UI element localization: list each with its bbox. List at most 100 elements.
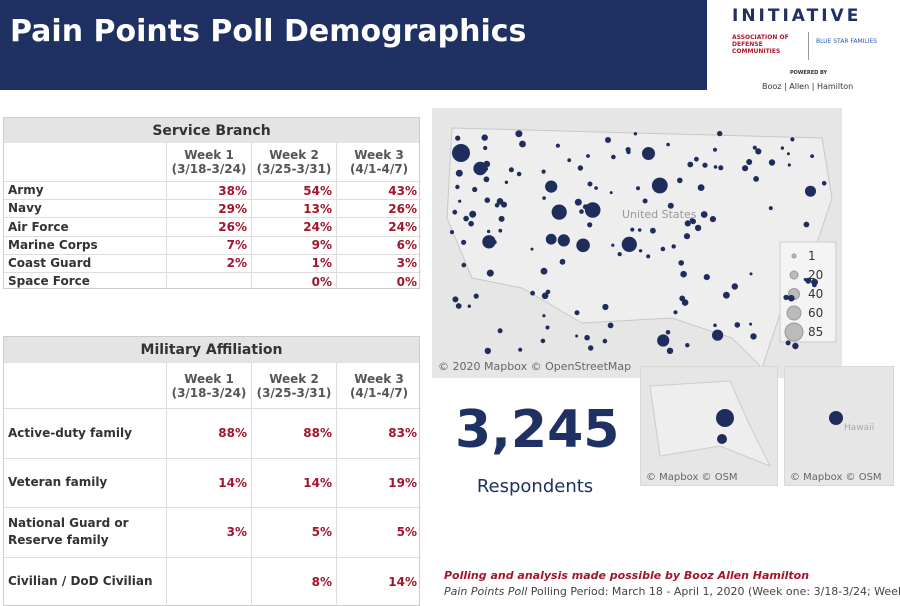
- location-dot: [579, 209, 584, 214]
- location-dot: [575, 310, 580, 315]
- value-cell: 13%: [251, 199, 336, 217]
- location-dot: [690, 218, 694, 222]
- logo-name: INITIATIVE: [732, 6, 861, 26]
- row-label: Civilian / DoD Civilian: [4, 557, 166, 606]
- location-dot: [556, 144, 560, 148]
- poll-name: Pain Points Poll: [444, 585, 527, 598]
- value-cell: 9%: [251, 236, 336, 254]
- table-title: Military Affiliation: [4, 337, 419, 363]
- row-label: Active-duty family: [4, 408, 166, 458]
- value-cell: 88%: [251, 408, 336, 458]
- location-dot: [541, 268, 548, 275]
- value-cell: 54%: [251, 181, 336, 199]
- location-dot: [755, 148, 761, 154]
- location-dot: [485, 348, 491, 354]
- location-dot: [455, 185, 459, 189]
- column-header: Week 3(4/1-4/7): [336, 143, 421, 181]
- location-dot: [749, 323, 752, 326]
- value-cell: [166, 272, 251, 290]
- value-cell: 24%: [336, 217, 421, 235]
- week-dates: (3/18-3/24): [172, 162, 247, 176]
- location-dot: [515, 130, 522, 137]
- location-dot: [788, 163, 791, 166]
- location-dot: [575, 199, 582, 206]
- logo-partner: BLUE STAR FAMILIES: [816, 38, 886, 45]
- location-dot: [482, 235, 495, 248]
- location-dot: [468, 305, 471, 308]
- row-label: Veteran family: [4, 458, 166, 508]
- us-map: United States © 2020 Mapbox © OpenStreet…: [432, 108, 842, 378]
- location-dot: [717, 131, 722, 136]
- location-dot: [769, 206, 773, 210]
- column-header: Week 1(3/18-3/24): [166, 363, 251, 408]
- location-dot: [661, 247, 666, 252]
- value-cell: 7%: [166, 236, 251, 254]
- value-cell: 3%: [336, 254, 421, 272]
- legend-symbol: [785, 323, 803, 341]
- location-dot: [812, 283, 817, 288]
- legend-label: 1: [808, 249, 816, 263]
- location-dot: [786, 340, 791, 345]
- row-label: Navy: [4, 199, 166, 217]
- location-dot: [611, 155, 616, 160]
- value-cell: 3%: [166, 507, 251, 557]
- value-cell: 0%: [251, 272, 336, 290]
- column-header: Week 3(4/1-4/7): [336, 363, 421, 408]
- location-dot: [804, 278, 807, 281]
- location-dot: [546, 326, 550, 330]
- value-cell: 14%: [251, 458, 336, 508]
- legend-label: 40: [808, 287, 823, 301]
- value-cell: 88%: [166, 408, 251, 458]
- location-dot: [672, 244, 676, 248]
- location-dot: [685, 220, 691, 226]
- location-dot: [517, 172, 522, 177]
- location-dot: [594, 186, 598, 190]
- location-dot: [713, 148, 717, 152]
- location-dot: [456, 170, 463, 177]
- logo-divider: [808, 32, 809, 60]
- row-label: Air Force: [4, 217, 166, 235]
- alaska-map: © Mapbox © OSM: [640, 366, 778, 486]
- location-dot: [542, 314, 545, 317]
- value-cell: 38%: [166, 181, 251, 199]
- value-cell: 19%: [336, 458, 421, 508]
- location-dot: [473, 162, 487, 176]
- location-dot: [575, 335, 578, 338]
- location-dot: [558, 234, 570, 246]
- location-dot: [788, 295, 795, 302]
- location-dot: [634, 132, 637, 135]
- location-dot: [452, 144, 470, 162]
- location-dot: [552, 205, 567, 220]
- week-dates: (3/18-3/24): [172, 386, 247, 400]
- location-dot: [560, 259, 566, 265]
- location-dot: [463, 216, 469, 222]
- row-label: National Guard or Reserve family: [4, 507, 166, 557]
- location-dot: [746, 159, 752, 165]
- location-dot: [468, 221, 474, 227]
- week-label: Week 1: [184, 372, 234, 386]
- location-dot: [542, 196, 546, 200]
- value-cell: [166, 557, 251, 606]
- location-dot: [787, 152, 790, 155]
- location-dot: [583, 204, 588, 209]
- location-dot: [677, 178, 683, 184]
- location-dot: [484, 176, 490, 182]
- value-cell: 8%: [251, 557, 336, 606]
- logo-partner: ASSOCIATION OF DEFENSE COMMUNITIES: [732, 34, 802, 55]
- location-dot: [701, 211, 708, 218]
- map-credit: © 2020 Mapbox © OpenStreetMap: [438, 360, 631, 373]
- location-dot: [458, 200, 461, 203]
- value-cell: 24%: [251, 217, 336, 235]
- location-dot: [702, 163, 707, 168]
- location-dot: [505, 181, 508, 184]
- location-dot: [588, 182, 593, 187]
- logo: INITIATIVE ASSOCIATION OF DEFENSE COMMUN…: [720, 0, 900, 95]
- period-text: Polling Period: March 18 - April 1, 2020…: [527, 585, 900, 598]
- location-dot: [753, 176, 759, 182]
- footer-credit: Polling and analysis made possible by Bo…: [444, 569, 809, 582]
- location-dot: [742, 165, 748, 171]
